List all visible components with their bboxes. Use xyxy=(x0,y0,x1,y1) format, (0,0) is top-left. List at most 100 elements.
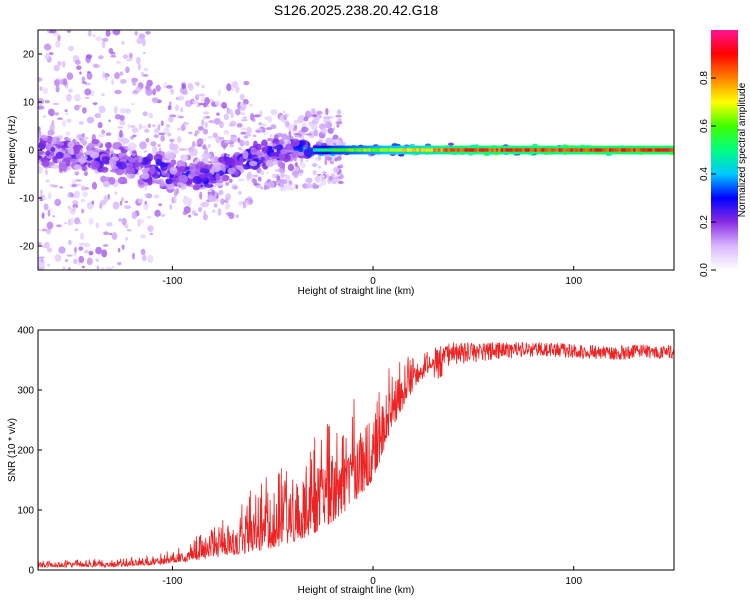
spectrogram-band-core xyxy=(430,148,435,152)
spectrogram-blob xyxy=(80,208,85,214)
spectrogram-band-core xyxy=(613,148,618,152)
spectrogram-blob xyxy=(47,138,52,145)
spectrogram-band-core xyxy=(428,148,432,152)
spectrogram-blob xyxy=(178,148,186,151)
spectrogram-blob xyxy=(38,256,45,259)
spectrogram-blob xyxy=(134,31,138,36)
spectrogram-blob xyxy=(119,200,123,206)
spectrogram-blob xyxy=(95,258,99,262)
spectrogram-blob xyxy=(131,127,139,133)
spectrogram-blob xyxy=(46,228,51,235)
spectrogram-band-core xyxy=(361,148,365,152)
spectrogram-blob xyxy=(158,203,163,207)
spectrogram-blob xyxy=(234,171,240,176)
spectrogram-band-core xyxy=(640,148,644,152)
spectrogram-blob xyxy=(103,231,110,236)
spectrogram-ytick-label: -10 xyxy=(20,194,35,205)
spectrogram-blob xyxy=(213,117,221,125)
spectrogram-blob xyxy=(38,165,43,174)
spectrogram-band-core xyxy=(553,148,557,152)
spectrogram-blob xyxy=(85,54,93,59)
spectrogram-blob xyxy=(178,174,188,184)
spectrogram-blob xyxy=(103,195,109,203)
spectrogram-blob xyxy=(139,141,147,150)
spectrogram-blob xyxy=(147,255,154,263)
spectrogram-band-core xyxy=(558,148,562,152)
spectrogram-band-core xyxy=(488,148,492,152)
spectrogram-blob xyxy=(202,115,207,120)
spectrogram-blob xyxy=(54,198,62,206)
spectrogram-blob xyxy=(224,140,231,144)
spectrogram-blob xyxy=(332,167,340,174)
spectrogram-blob xyxy=(81,81,87,84)
spectrogram-blob xyxy=(74,171,80,176)
spectrogram-blob xyxy=(115,60,121,64)
spectrogram-blob xyxy=(125,237,129,241)
spectrogram-blob xyxy=(193,169,203,175)
spectrogram-band-core xyxy=(478,148,483,152)
spectrogram-blob xyxy=(242,150,249,160)
spectrogram-blob xyxy=(248,160,258,167)
spectrogram-blob xyxy=(159,181,166,187)
spectrogram-blob xyxy=(326,172,329,176)
spectrogram-blob xyxy=(132,252,135,260)
spectrogram-blob xyxy=(285,143,294,152)
spectrogram-blob xyxy=(180,154,189,162)
spectrogram-blob xyxy=(41,228,48,232)
spectrogram-blob xyxy=(77,261,81,266)
spectrogram-blob xyxy=(194,142,198,147)
spectrogram-blob xyxy=(74,104,80,111)
spectrogram-band-core xyxy=(440,148,444,152)
spectrogram-blob xyxy=(313,129,319,137)
spectrogram-blob xyxy=(235,214,239,219)
spectrogram-blob xyxy=(209,195,217,203)
spectrogram-blob xyxy=(324,156,332,161)
spectrogram-blob xyxy=(147,177,153,186)
spectrogram-blob xyxy=(244,140,250,147)
spectrogram-blob xyxy=(68,239,72,246)
colorbar-tick-label: 0.0 xyxy=(699,263,710,277)
spectrogram-blob xyxy=(46,247,53,253)
spectrogram-band-core xyxy=(637,148,642,152)
spectrogram-blob xyxy=(250,112,255,121)
spectrogram-blob xyxy=(177,135,182,144)
spectrogram-blob xyxy=(169,166,178,175)
spectrogram-blob xyxy=(297,116,303,124)
spectrogram-blob xyxy=(119,129,123,138)
spectrogram-blob xyxy=(73,190,81,199)
spectrogram-band-core xyxy=(503,148,507,152)
spectrogram-blob xyxy=(247,171,253,179)
spectrogram-band-core xyxy=(507,148,512,152)
spectrogram-band-core xyxy=(433,148,437,152)
spectrogram-band-core xyxy=(397,148,401,152)
spectrogram-blob xyxy=(114,72,120,80)
snr-frame xyxy=(37,329,675,571)
spectrogram-blob xyxy=(50,164,59,169)
spectrogram-blob xyxy=(142,111,148,117)
spectrogram-blob xyxy=(49,151,55,157)
spectrogram-blob xyxy=(198,206,203,212)
spectrogram-blob xyxy=(66,118,72,123)
spectrogram-blob xyxy=(329,116,334,119)
spectrogram-blob xyxy=(203,210,206,216)
spectrogram-blob xyxy=(326,124,332,129)
spectrogram-blob xyxy=(53,184,58,188)
spectrogram-blob xyxy=(67,192,71,198)
spectrogram-blob xyxy=(91,147,96,151)
spectrogram-blob xyxy=(151,173,161,179)
spectrogram-blob xyxy=(204,97,210,105)
spectrogram-blob xyxy=(238,190,242,195)
spectrogram-blob xyxy=(305,133,313,136)
spectrogram-blob xyxy=(64,109,68,113)
spectrogram-band-core xyxy=(659,148,663,152)
spectrogram-blob xyxy=(218,190,224,196)
spectrogram-blob xyxy=(310,124,314,129)
spectrogram-blob xyxy=(95,36,103,42)
spectrogram-blob xyxy=(197,126,204,131)
spectrogram-blob xyxy=(66,30,72,34)
spectrogram-blob xyxy=(320,179,327,186)
spectrogram-band-core xyxy=(442,148,447,152)
spectrogram-blob xyxy=(111,232,118,241)
spectrogram-blob xyxy=(189,169,196,178)
spectrogram-blob xyxy=(335,121,343,124)
